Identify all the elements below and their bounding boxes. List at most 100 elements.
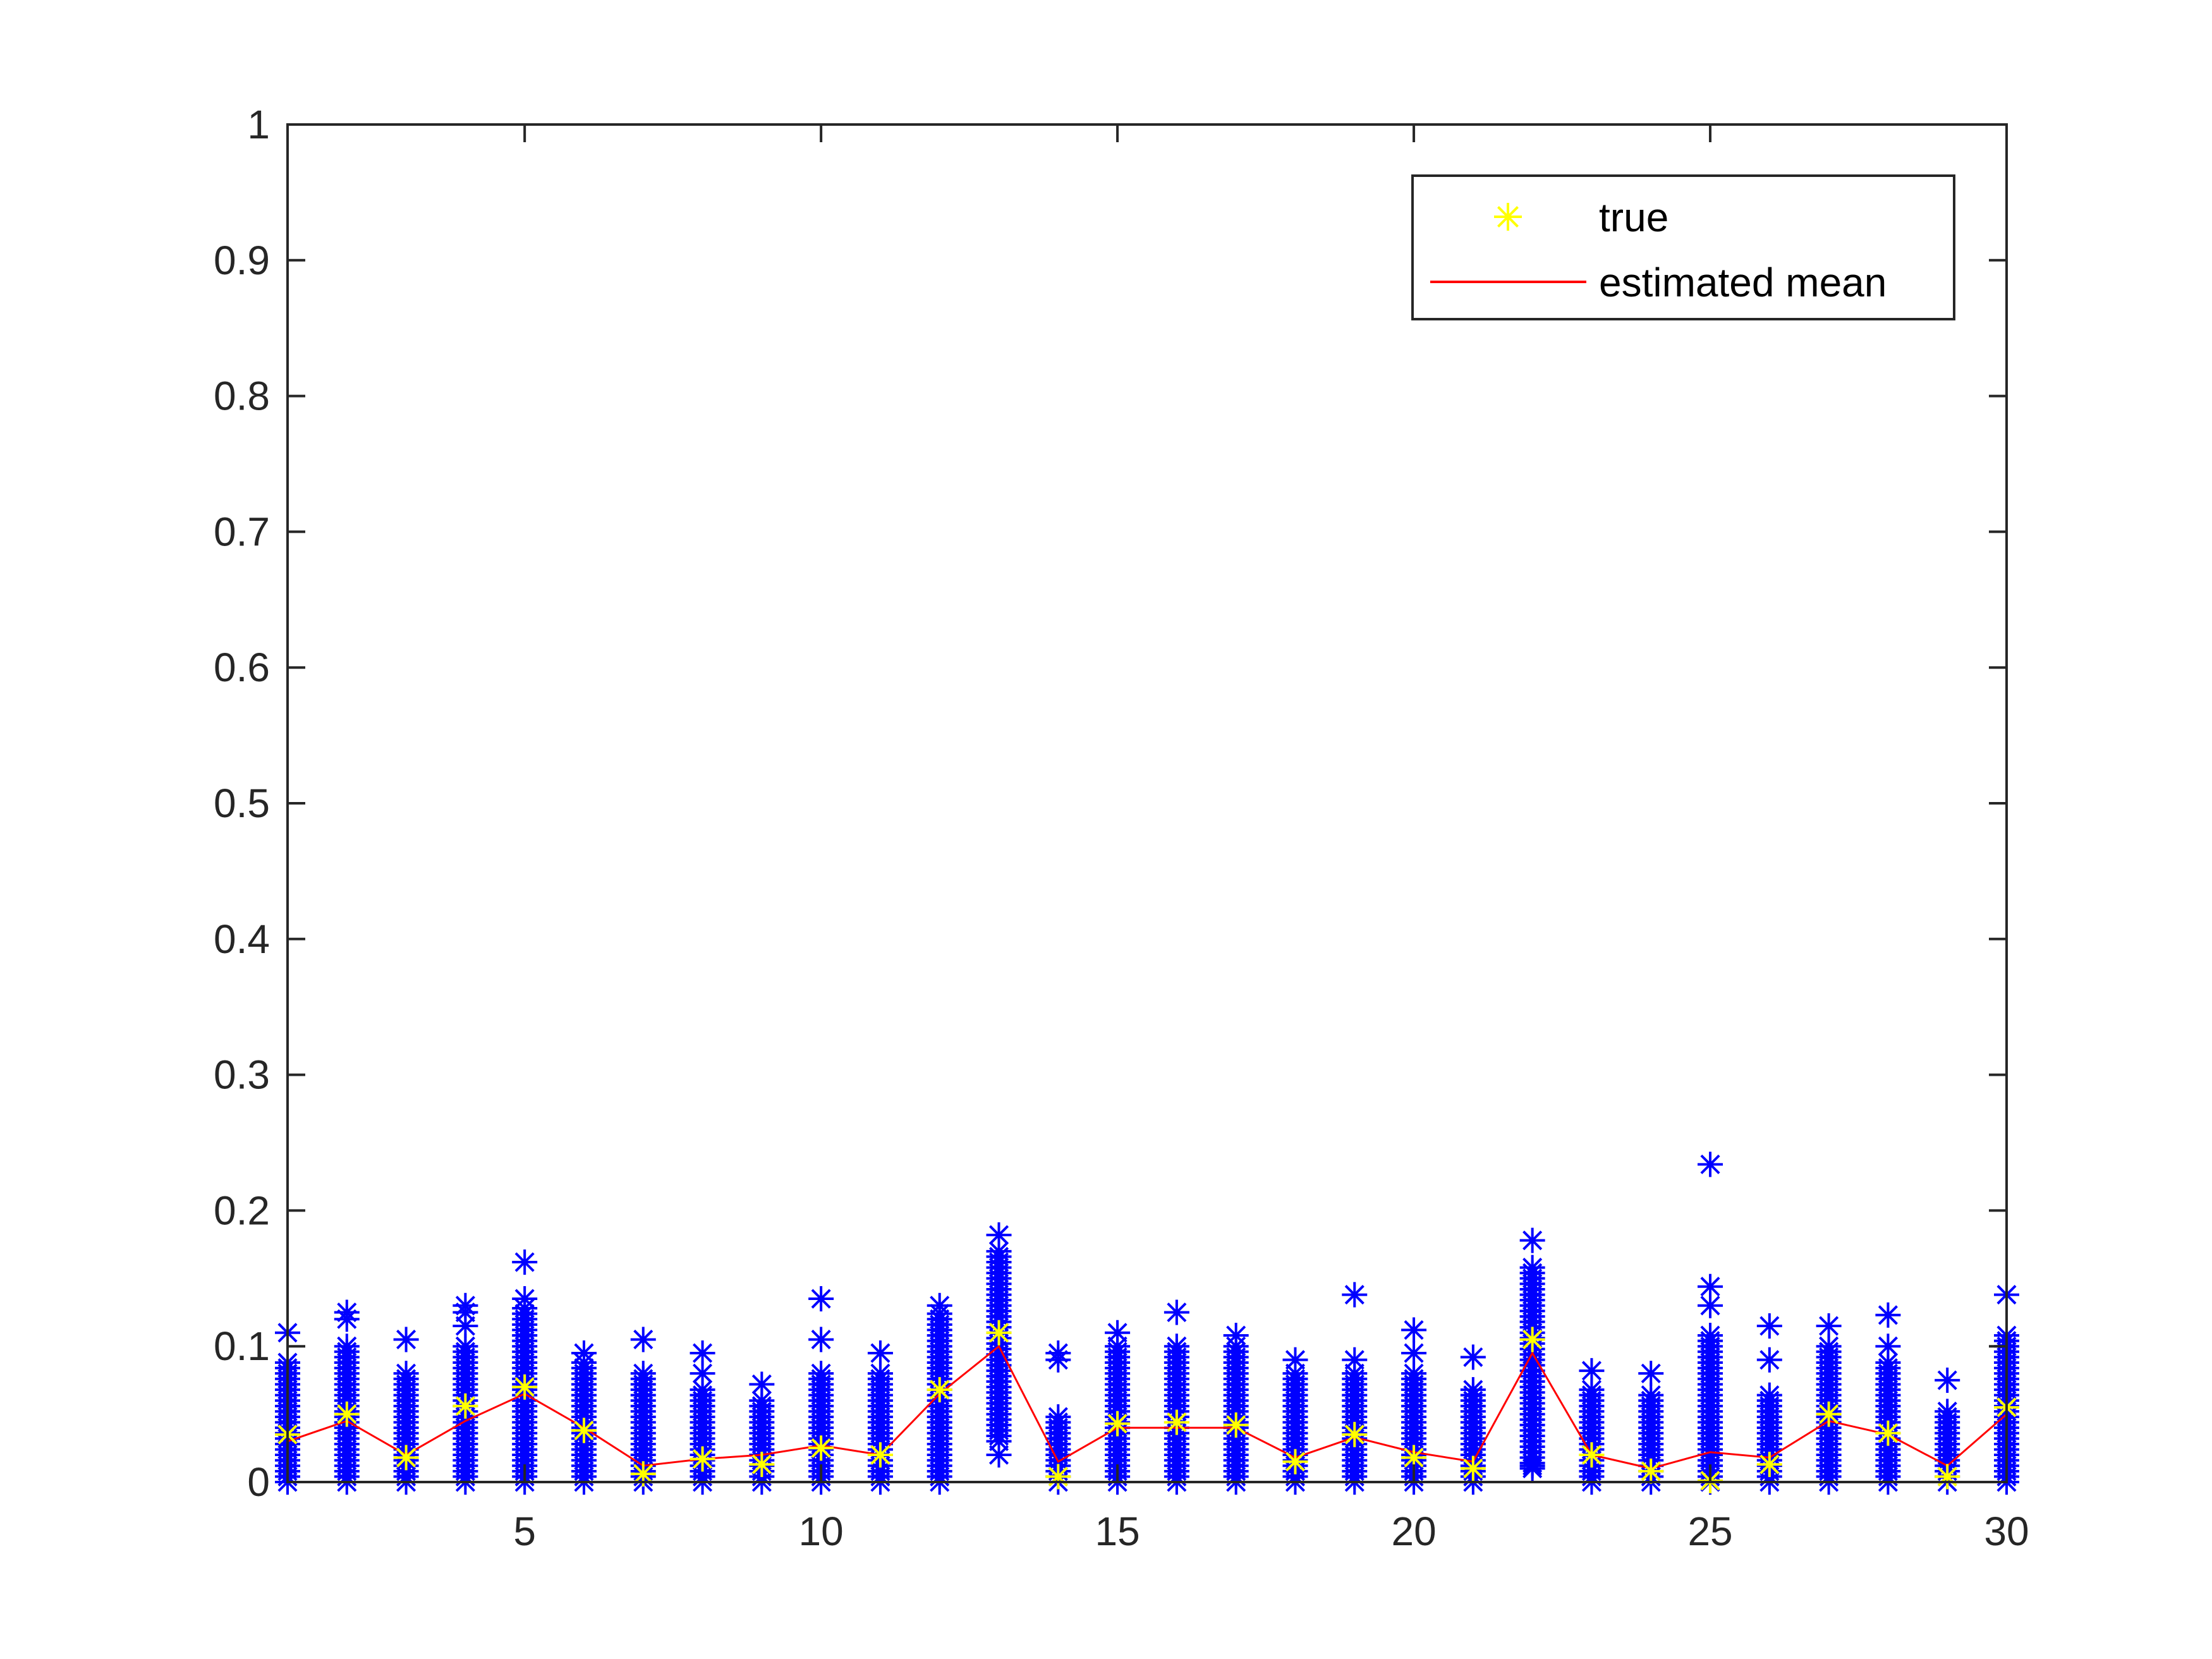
true-point xyxy=(1756,1452,1782,1478)
x-tick-label: 5 xyxy=(513,1509,536,1554)
y-tick-label: 0.4 xyxy=(214,916,270,962)
y-tick-label: 0.9 xyxy=(214,238,270,283)
true-point xyxy=(1579,1442,1605,1468)
sample-column xyxy=(1519,1227,1545,1481)
y-tick-label: 0.2 xyxy=(214,1188,270,1233)
sample-point xyxy=(1401,1340,1427,1366)
sample-point xyxy=(1164,1299,1189,1325)
sample-point xyxy=(1282,1347,1308,1373)
true-point xyxy=(1460,1455,1486,1481)
sample-column xyxy=(690,1340,715,1495)
sample-point xyxy=(1638,1361,1664,1387)
sample-column xyxy=(1223,1323,1249,1495)
true-point xyxy=(1816,1401,1842,1427)
y-tick-label: 0.7 xyxy=(214,509,270,554)
legend-label-estimated-mean: estimated mean xyxy=(1599,260,1887,305)
true-point xyxy=(1638,1458,1664,1484)
x-tick-label: 20 xyxy=(1391,1509,1436,1554)
sample-column xyxy=(1105,1320,1131,1495)
sample-point xyxy=(1816,1334,1842,1359)
true-point xyxy=(1875,1420,1901,1446)
sample-point xyxy=(808,1361,834,1387)
sample-point xyxy=(1519,1227,1545,1253)
sample-point xyxy=(1105,1320,1131,1346)
true-point xyxy=(453,1393,478,1419)
sample-point xyxy=(867,1340,893,1366)
sample-column xyxy=(571,1340,597,1495)
true-point xyxy=(571,1418,597,1443)
sample-point xyxy=(1756,1313,1782,1339)
sample-point xyxy=(1045,1347,1071,1373)
x-tick-label: 30 xyxy=(1984,1509,2029,1554)
sample-point xyxy=(630,1327,656,1352)
sample-point xyxy=(1698,1152,1723,1177)
sample-point xyxy=(334,1334,360,1359)
y-tick-label: 0.1 xyxy=(214,1323,270,1369)
true-point xyxy=(1519,1327,1545,1352)
sample-point xyxy=(986,1442,1012,1468)
y-tick-label: 0.3 xyxy=(214,1052,270,1098)
sample-point xyxy=(571,1340,597,1366)
sample-point xyxy=(1875,1302,1901,1328)
mean-layer xyxy=(287,1344,2007,1470)
sample-point xyxy=(1164,1334,1189,1359)
sample-point xyxy=(630,1361,656,1387)
x-tick-label: 25 xyxy=(1687,1509,1732,1554)
true-point xyxy=(927,1376,952,1402)
sample-point xyxy=(749,1371,775,1397)
sample-point xyxy=(690,1340,715,1366)
true-point xyxy=(334,1401,360,1427)
sample-point xyxy=(1698,1323,1723,1349)
y-tick-label: 0.8 xyxy=(214,374,270,419)
x-tick-label: 10 xyxy=(799,1509,844,1554)
y-tick-label: 1 xyxy=(247,102,270,147)
true-point xyxy=(1105,1411,1131,1437)
sample-point xyxy=(1638,1382,1664,1408)
true-point xyxy=(512,1374,538,1400)
sample-point xyxy=(1935,1399,1960,1425)
true-point xyxy=(749,1452,775,1478)
sample-point xyxy=(334,1299,360,1325)
sample-point xyxy=(512,1249,538,1275)
true-point xyxy=(1223,1412,1249,1438)
sample-point xyxy=(1698,1292,1723,1318)
sample-point xyxy=(1875,1334,1901,1359)
legend: true estimated mean xyxy=(1411,174,1955,320)
ticks-layer: 5 10 15 20 25 30 0 0.1 0.2 0.3 0.4 0.5 0.6 0.7 0.8 0.9 1 xyxy=(214,102,2029,1554)
sample-point xyxy=(1816,1313,1842,1339)
sample-point xyxy=(690,1361,715,1387)
sample-point xyxy=(1342,1282,1368,1308)
x-tick-label: 15 xyxy=(1095,1509,1140,1554)
y-tick-label: 0.6 xyxy=(214,645,270,690)
true-point xyxy=(690,1446,715,1472)
true-point xyxy=(986,1320,1012,1346)
sample-column xyxy=(1756,1313,1782,1495)
sample-point xyxy=(1756,1347,1782,1373)
estimated-mean-line xyxy=(287,1344,2007,1470)
sample-point xyxy=(1579,1358,1605,1383)
sample-point xyxy=(1223,1323,1249,1349)
legend-label-true: true xyxy=(1599,195,1668,240)
sample-point xyxy=(1756,1382,1782,1408)
sample-point xyxy=(1935,1367,1960,1393)
sample-point xyxy=(453,1313,478,1339)
legend-true-marker xyxy=(1494,203,1522,231)
sample-point xyxy=(1698,1273,1723,1299)
sample-point xyxy=(1045,1404,1071,1430)
sample-point xyxy=(1460,1376,1486,1402)
sample-point xyxy=(749,1388,775,1414)
true-point xyxy=(867,1442,893,1468)
legend-true-asterisk xyxy=(1494,203,1522,231)
true-point xyxy=(808,1435,834,1461)
sample-point xyxy=(927,1292,952,1318)
true-point xyxy=(1045,1464,1071,1490)
sample-point xyxy=(393,1327,419,1352)
sample-point xyxy=(1342,1347,1368,1373)
true-point xyxy=(1935,1464,1960,1490)
y-tick-label: 0.5 xyxy=(214,781,270,826)
true-point xyxy=(1164,1409,1189,1435)
true-point xyxy=(1282,1449,1308,1474)
true-point xyxy=(393,1445,419,1471)
sample-point xyxy=(1460,1344,1486,1370)
legend-box xyxy=(1411,174,1955,320)
